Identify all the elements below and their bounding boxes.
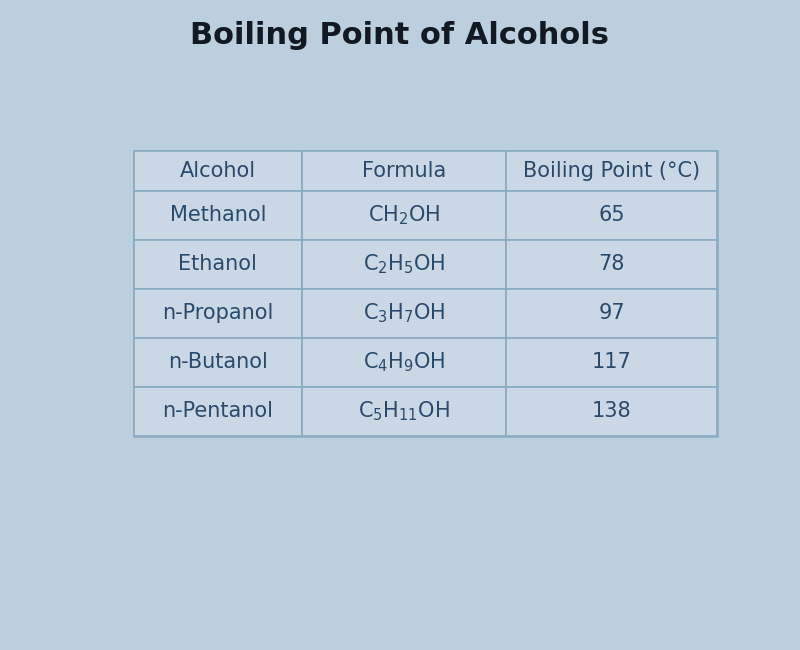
Text: C$_4$H$_9$OH: C$_4$H$_9$OH: [362, 350, 445, 374]
Text: C$_2$H$_5$OH: C$_2$H$_5$OH: [362, 252, 445, 276]
Bar: [134, 190, 302, 240]
Bar: [506, 338, 717, 387]
Text: n-Butanol: n-Butanol: [168, 352, 268, 372]
Text: 138: 138: [592, 401, 631, 421]
Text: Formula: Formula: [362, 161, 446, 181]
Bar: [134, 387, 302, 436]
Text: Methanol: Methanol: [170, 205, 266, 225]
Text: Boiling Point (°C): Boiling Point (°C): [523, 161, 700, 181]
Bar: [134, 289, 302, 338]
Text: 78: 78: [598, 254, 625, 274]
Bar: [134, 151, 717, 436]
Text: 117: 117: [592, 352, 631, 372]
Text: C$_5$H$_{11}$OH: C$_5$H$_{11}$OH: [358, 400, 450, 423]
Bar: [506, 387, 717, 436]
Bar: [134, 240, 302, 289]
Text: Boiling Point of Alcohols: Boiling Point of Alcohols: [190, 21, 610, 50]
Bar: [302, 151, 506, 190]
Text: C$_3$H$_7$OH: C$_3$H$_7$OH: [362, 302, 445, 325]
Text: Alcohol: Alcohol: [180, 161, 256, 181]
Bar: [302, 190, 506, 240]
Bar: [302, 289, 506, 338]
Text: 97: 97: [598, 304, 625, 323]
Bar: [506, 190, 717, 240]
Text: n-Propanol: n-Propanol: [162, 304, 274, 323]
Bar: [134, 338, 302, 387]
Text: CH$_2$OH: CH$_2$OH: [367, 203, 440, 227]
Bar: [302, 338, 506, 387]
Text: 65: 65: [598, 205, 625, 225]
Text: Ethanol: Ethanol: [178, 254, 258, 274]
Bar: [302, 387, 506, 436]
Bar: [302, 240, 506, 289]
Bar: [506, 240, 717, 289]
Bar: [506, 151, 717, 190]
Bar: [134, 151, 302, 190]
Text: n-Pentanol: n-Pentanol: [162, 401, 274, 421]
Bar: [506, 289, 717, 338]
